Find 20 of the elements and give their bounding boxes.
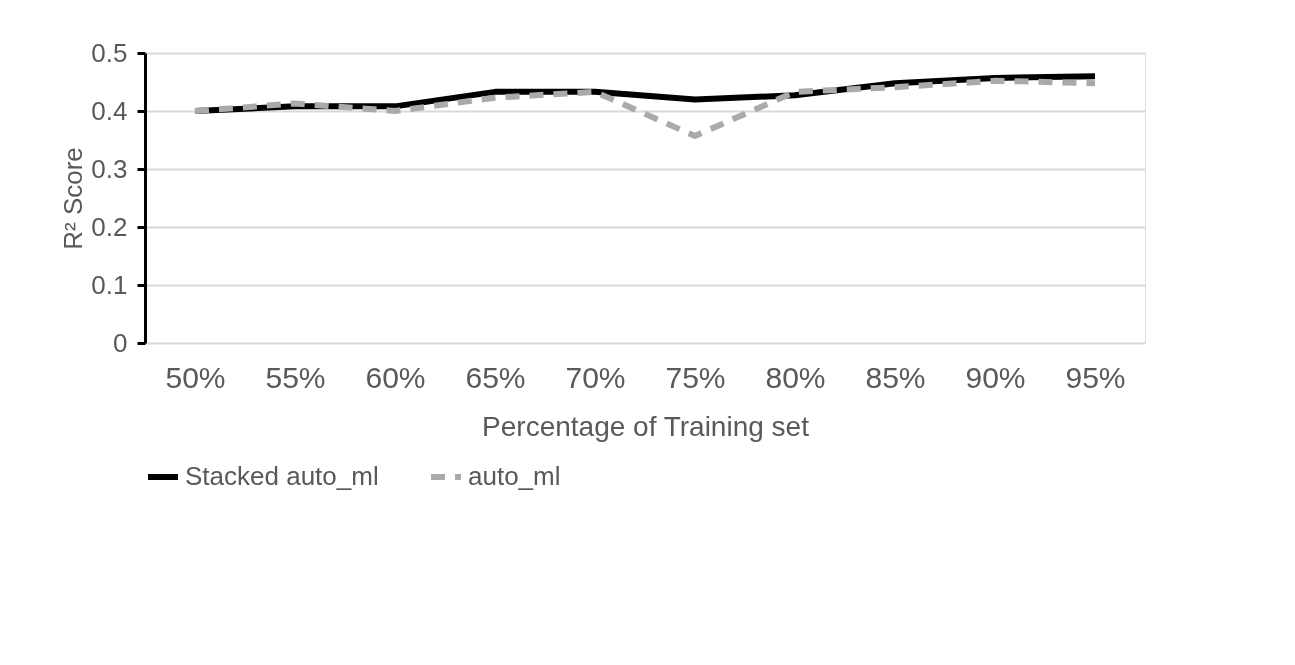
x-axis-title: Percentage of Training set <box>482 410 810 442</box>
x-tick-label: 90% <box>965 360 1026 394</box>
y-tick-label: 0.3 <box>91 153 128 184</box>
x-tick-label: 95% <box>1065 360 1126 394</box>
y-tick-label: 0.2 <box>91 211 128 242</box>
y-tick-label: 0.5 <box>91 37 128 68</box>
y-tick-label: 0 <box>113 327 128 358</box>
y-axis-title: R² Score <box>58 147 89 250</box>
x-tick-label: 55% <box>265 360 326 394</box>
x-tick-label: 65% <box>465 360 526 394</box>
x-tick-label: 80% <box>765 360 826 394</box>
x-tick-label: 85% <box>865 360 926 394</box>
legend-label: Stacked auto_ml <box>185 461 379 491</box>
x-tick-label: 50% <box>165 360 226 394</box>
x-tick-label: 75% <box>665 360 726 394</box>
y-tick-label: 0.4 <box>91 95 128 126</box>
x-tick-label: 70% <box>565 360 626 394</box>
x-tick-label: 60% <box>365 360 426 394</box>
legend-label: auto_ml <box>468 461 561 491</box>
y-tick-label: 0.1 <box>91 269 128 300</box>
